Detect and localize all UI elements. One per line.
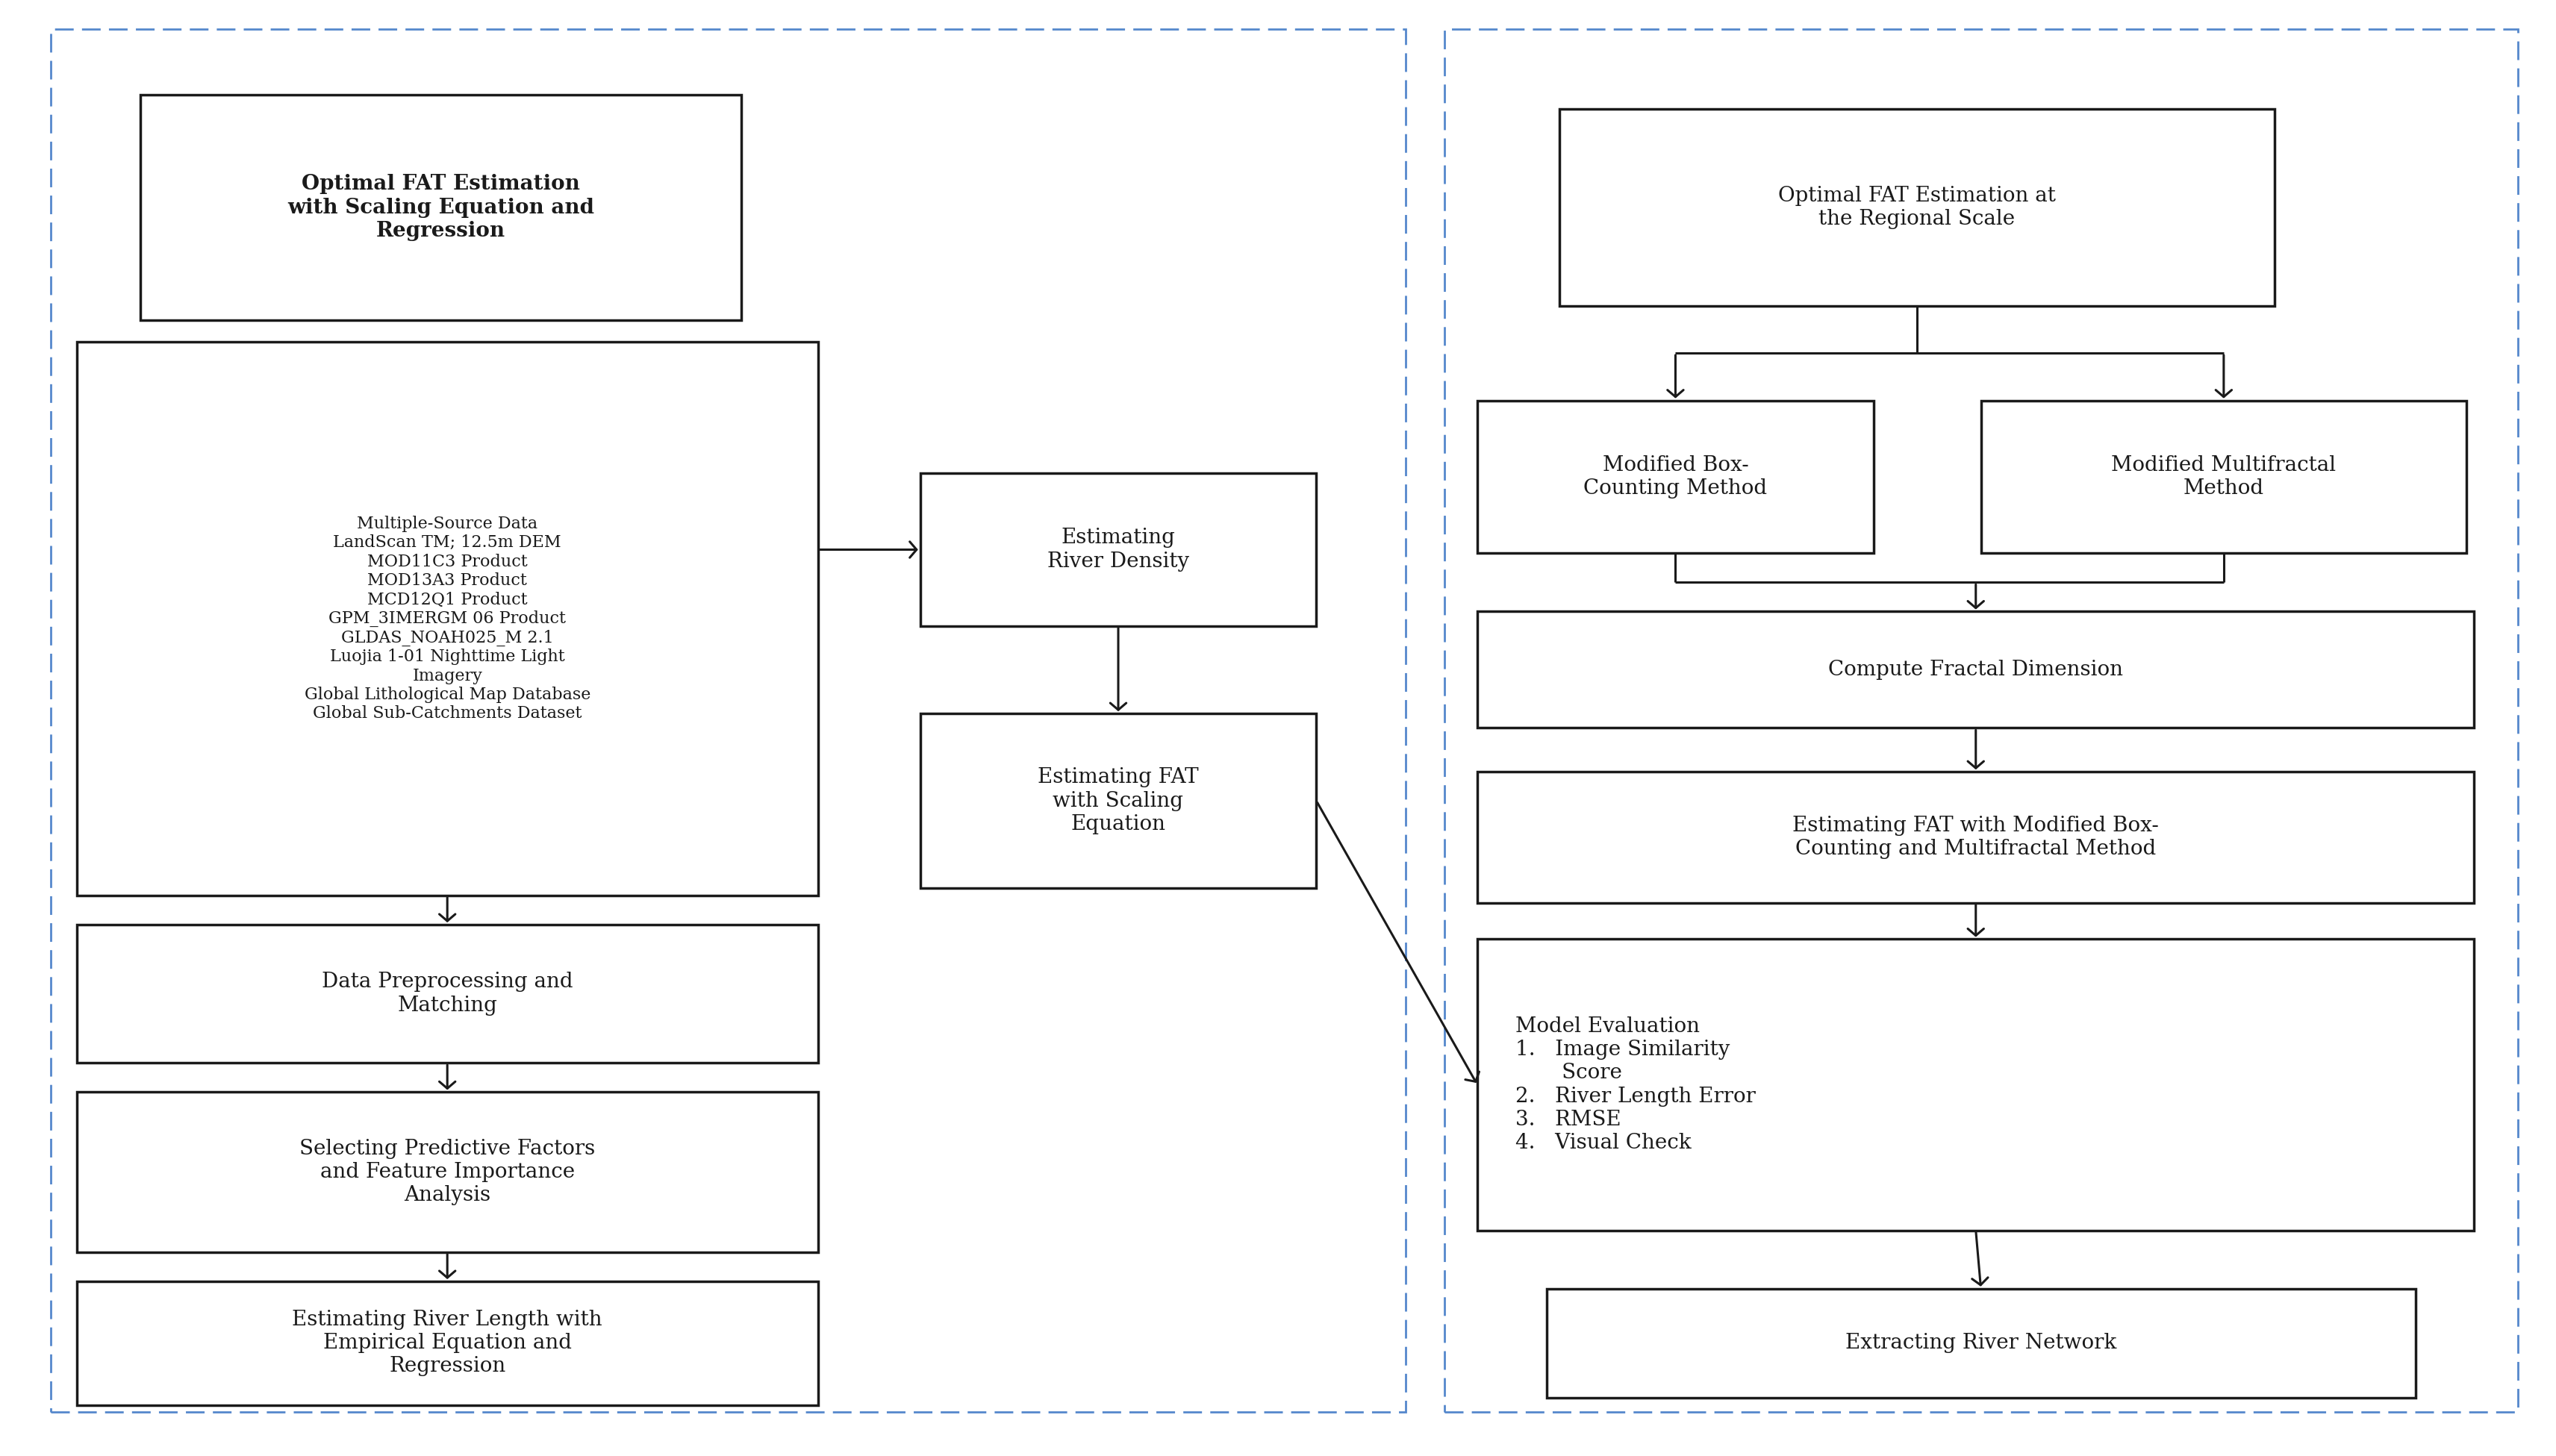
Text: Optimal FAT Estimation at
the Regional Scale: Optimal FAT Estimation at the Regional S… [1779, 186, 2055, 229]
FancyBboxPatch shape [77, 1092, 818, 1252]
Text: Model Evaluation
1.   Image Similarity
       Score
2.   River Length Error
3.  : Model Evaluation 1. Image Similarity Sco… [1516, 1016, 1756, 1153]
FancyBboxPatch shape [1546, 1289, 2415, 1398]
Text: Multiple-Source Data
LandScan TM; 12.5m DEM
MOD11C3 Product
MOD13A3 Product
MCD1: Multiple-Source Data LandScan TM; 12.5m … [304, 515, 590, 722]
FancyBboxPatch shape [1477, 939, 2474, 1230]
FancyBboxPatch shape [77, 925, 818, 1063]
FancyBboxPatch shape [920, 713, 1316, 888]
Text: Compute Fractal Dimension: Compute Fractal Dimension [1828, 660, 2124, 680]
Text: Modified Multifractal
Method: Modified Multifractal Method [2111, 456, 2336, 498]
FancyBboxPatch shape [141, 95, 741, 320]
FancyBboxPatch shape [1477, 612, 2474, 728]
Text: Estimating River Length with
Empirical Equation and
Regression: Estimating River Length with Empirical E… [291, 1310, 603, 1376]
FancyBboxPatch shape [77, 1281, 818, 1405]
Text: Estimating FAT with Modified Box-
Counting and Multifractal Method: Estimating FAT with Modified Box- Counti… [1792, 815, 2160, 859]
FancyBboxPatch shape [1477, 772, 2474, 903]
FancyBboxPatch shape [1981, 400, 2467, 553]
Text: Estimating FAT
with Scaling
Equation: Estimating FAT with Scaling Equation [1038, 767, 1199, 834]
Text: Estimating
River Density: Estimating River Density [1048, 529, 1189, 571]
Text: Modified Box-
Counting Method: Modified Box- Counting Method [1585, 456, 1766, 498]
FancyBboxPatch shape [920, 473, 1316, 626]
FancyBboxPatch shape [77, 342, 818, 895]
Text: Optimal FAT Estimation
with Scaling Equation and
Regression: Optimal FAT Estimation with Scaling Equa… [286, 175, 596, 240]
Text: Extracting River Network: Extracting River Network [1845, 1334, 2116, 1353]
Text: Data Preprocessing and
Matching: Data Preprocessing and Matching [322, 973, 573, 1015]
Text: Selecting Predictive Factors
and Feature Importance
Analysis: Selecting Predictive Factors and Feature… [299, 1139, 596, 1206]
FancyBboxPatch shape [1559, 109, 2275, 306]
FancyBboxPatch shape [1477, 400, 1874, 553]
